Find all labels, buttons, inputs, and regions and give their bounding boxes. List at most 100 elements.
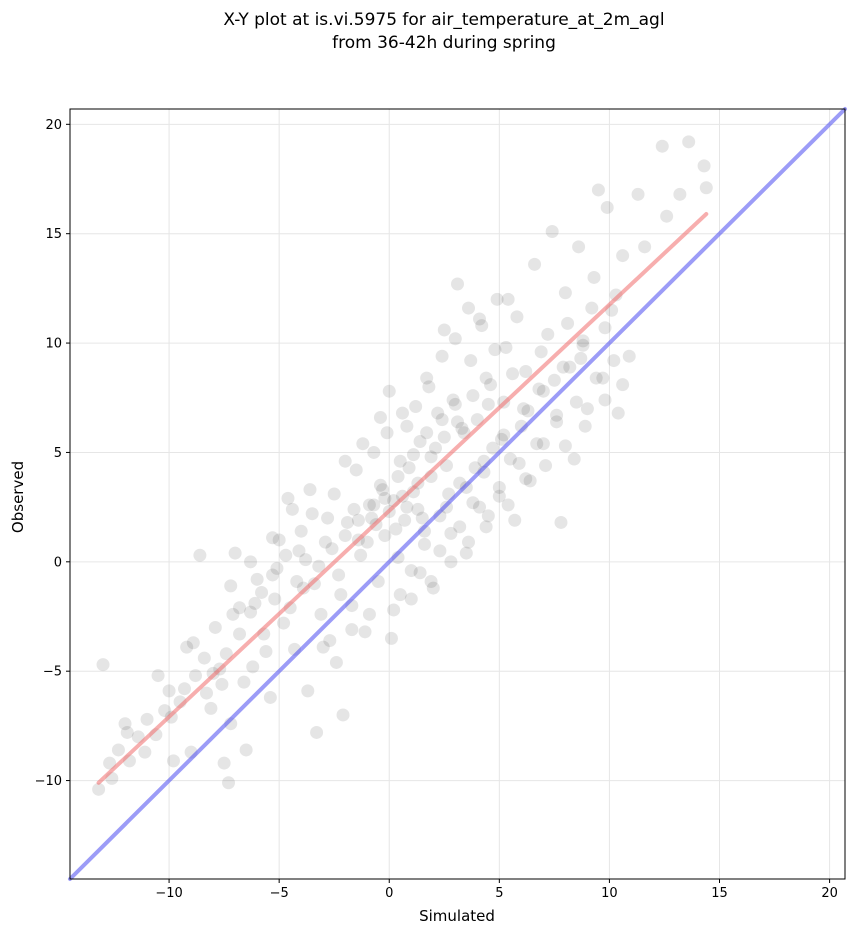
data-point — [569, 395, 583, 409]
data-point — [177, 682, 191, 696]
data-point — [391, 470, 405, 483]
chart-subtitle: from 36-42h during spring — [332, 33, 556, 53]
data-point — [446, 393, 460, 407]
data-point — [547, 373, 561, 387]
data-point — [462, 301, 476, 315]
data-point — [576, 334, 590, 348]
y-tick-label: 15 — [45, 227, 62, 242]
data-point — [462, 535, 476, 549]
data-point — [362, 607, 376, 621]
data-point — [622, 349, 636, 363]
data-point — [373, 478, 387, 492]
data-point — [365, 511, 379, 525]
data-point — [310, 725, 324, 739]
data-point — [215, 677, 229, 691]
data-point — [217, 756, 231, 770]
data-point — [598, 393, 612, 407]
reference-lines — [68, 107, 847, 881]
data-point — [422, 380, 436, 394]
data-point — [466, 496, 480, 510]
data-point — [431, 406, 445, 420]
data-point — [316, 640, 330, 654]
data-point — [325, 542, 339, 556]
data-point — [534, 345, 548, 359]
y-tick-label: 5 — [54, 446, 62, 461]
axis-ticks: −10 −5 0 5 10 15 20 −10 −5 0 5 10 15 20 — [35, 118, 838, 901]
data-point — [244, 555, 258, 569]
data-point — [345, 623, 359, 637]
data-point — [402, 461, 416, 475]
data-point — [420, 426, 434, 440]
data-point — [162, 684, 176, 698]
data-point — [484, 378, 498, 392]
data-point — [638, 240, 652, 254]
data-point — [299, 553, 313, 567]
data-point — [587, 270, 601, 284]
data-point — [246, 660, 260, 674]
data-point — [517, 402, 531, 416]
data-point — [455, 421, 469, 435]
data-point — [226, 607, 240, 621]
data-point — [413, 435, 427, 448]
data-point — [519, 472, 533, 486]
data-point — [616, 378, 630, 392]
data-point — [406, 448, 420, 462]
data-point — [501, 498, 515, 512]
data-point — [609, 288, 623, 302]
data-point — [120, 725, 134, 739]
data-point — [554, 515, 568, 529]
data-point — [362, 498, 376, 512]
data-point — [655, 139, 669, 153]
data-point — [290, 575, 304, 588]
y-tick-label: −10 — [35, 774, 62, 789]
data-point — [395, 406, 409, 420]
data-point — [301, 684, 315, 698]
data-point — [279, 548, 293, 562]
data-point — [356, 437, 370, 451]
data-point — [495, 432, 509, 446]
x-tick-label: 0 — [385, 886, 393, 901]
data-point — [180, 640, 194, 654]
data-point — [266, 531, 280, 545]
data-point — [611, 406, 625, 420]
data-point — [448, 332, 462, 346]
regression-line — [96, 212, 709, 785]
data-point — [349, 463, 363, 477]
data-point — [536, 384, 550, 398]
data-point — [426, 581, 440, 595]
data-point — [473, 312, 487, 326]
data-point — [536, 437, 550, 451]
data-point — [510, 310, 524, 324]
data-point — [508, 513, 522, 527]
data-point — [303, 483, 317, 497]
data-point — [598, 321, 612, 335]
data-point — [589, 371, 603, 385]
data-point — [479, 520, 493, 534]
data-point — [699, 181, 713, 195]
data-point — [338, 454, 352, 468]
data-point — [451, 277, 464, 291]
data-point — [255, 585, 269, 599]
data-point — [697, 159, 711, 173]
data-point — [118, 717, 132, 731]
data-point — [340, 515, 354, 529]
data-point — [400, 419, 414, 433]
data-point — [415, 511, 429, 525]
data-point — [384, 631, 398, 645]
x-tick-label: −5 — [270, 886, 289, 901]
data-point — [204, 701, 218, 715]
x-axis-label: Simulated — [419, 907, 495, 925]
data-point — [393, 588, 407, 602]
data-point — [572, 240, 586, 254]
data-point — [444, 555, 458, 569]
y-tick-label: −5 — [43, 665, 62, 680]
data-point — [541, 327, 555, 341]
data-point — [413, 566, 427, 580]
data-point — [435, 349, 449, 363]
data-point — [228, 546, 242, 560]
data-point — [539, 459, 553, 473]
data-point — [503, 452, 517, 466]
data-point — [545, 225, 559, 238]
data-point — [378, 491, 392, 505]
